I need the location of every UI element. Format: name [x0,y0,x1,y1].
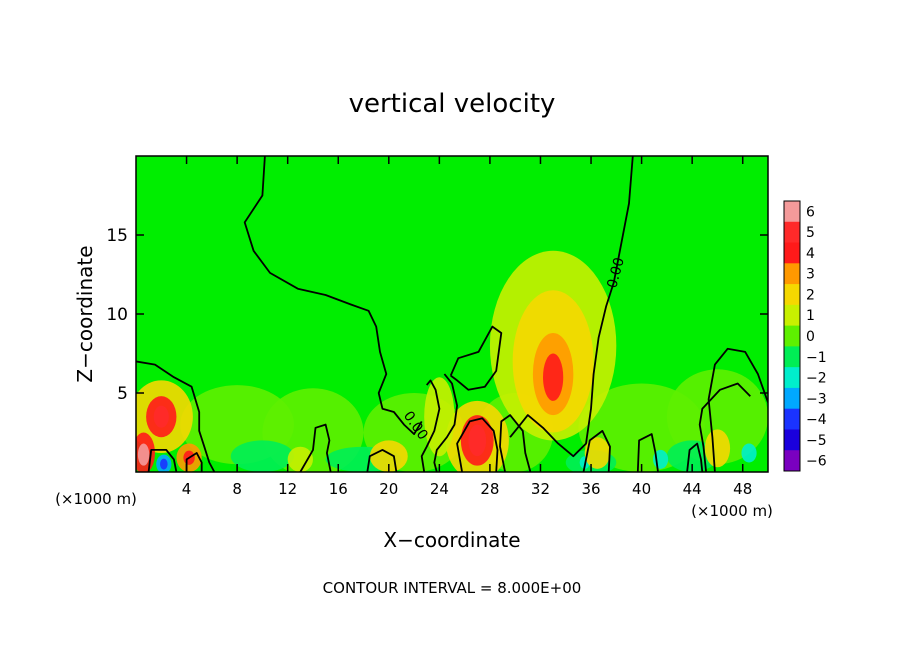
colorbar-label: −1 [806,350,827,366]
zero-contour [243,156,423,435]
x-axis-ticks: 4 8 12 16 20 24 28 32 36 40 44 48 [182,156,752,498]
field-blob [468,424,487,457]
field-blob [369,440,408,472]
colorbar-swatch [784,387,800,410]
x-unit-label-left: (×1000 m) [55,490,137,508]
x-tick-label: 12 [278,480,297,498]
zero-contour [698,382,751,472]
colorbar-swatch [784,284,800,306]
x-tick-label: 44 [683,480,702,498]
zero-contour [366,449,398,472]
colorbar-label: 3 [806,267,815,283]
colorbar-label: 5 [806,225,815,241]
field-blob [287,446,313,472]
colorbar-label: 4 [806,246,815,262]
x-tick-label: 24 [430,480,449,498]
y-tick-label: 15 [106,226,128,246]
zero-contour [433,373,458,472]
x-tick-label: 32 [531,480,550,498]
colorbar-swatch [784,429,800,451]
zero-contour [185,452,203,472]
colorbar-swatch [784,221,800,244]
colorbar-label: −5 [806,433,827,449]
x-tick-label: 48 [733,480,752,498]
colorbar-swatch [784,450,800,472]
colorbar-swatch [784,263,800,285]
zero-contour [499,414,532,472]
colorbar-label: 2 [806,287,815,303]
colorbar-label: 0 [806,329,815,345]
zero-contour [299,423,332,472]
x-tick-label: 4 [182,480,192,498]
x-tick-label: 28 [480,480,499,498]
colorbar-swatch [784,367,800,389]
colorbar-label: −4 [806,412,827,428]
colorbar-frame [783,200,801,472]
colorbar-swatch [784,346,800,368]
y-tick-label: 5 [117,384,128,404]
field-blob [584,437,610,469]
zero-contour [420,379,441,472]
zero-contour-lines [136,156,768,472]
field-blob [741,443,757,463]
x-tick-label: 8 [232,480,242,498]
zero-contour [147,449,178,472]
colorbar-label: 6 [806,204,815,220]
field-blob [153,405,169,428]
zero-contour [686,442,704,472]
field-blob [704,429,731,468]
zero-contour [636,433,659,472]
y-axis-ticks: 5 10 15 [106,226,768,404]
colorbar-swatch [784,201,800,223]
contour-interval-text: CONTOUR INTERVAL = 8.000E+00 [323,579,582,597]
contour-label-upper: 0.00 [604,256,628,290]
x-tick-label: 40 [632,480,651,498]
colorbar-swatch [784,408,800,430]
velocity-field [136,250,768,472]
field-blob [666,369,768,465]
colorbar-swatch [784,325,800,347]
field-blob [543,353,564,401]
field-blob [230,440,294,472]
zero-contour [509,156,634,458]
colorbar-label: 1 [806,308,815,324]
colorbar-label: −2 [806,371,827,387]
field-blob [137,443,150,466]
colorbar-label: −6 [806,454,827,470]
x-tick-label: 36 [581,480,600,498]
zero-contour [449,325,503,391]
x-tick-label: 20 [379,480,398,498]
zero-contour [582,430,611,472]
field-blob [160,458,168,470]
colorbar-swatch [784,304,800,327]
x-unit-label-right: (×1000 m) [691,502,773,520]
zero-contour [456,417,499,472]
x-axis-label: X−coordinate [383,528,520,552]
chart-title: vertical velocity [349,89,556,119]
colorbar-label: −3 [806,391,827,407]
y-tick-label: 10 [106,305,128,325]
x-tick-label: 16 [329,480,348,498]
colorbar-swatch [784,242,800,264]
zero-contour [136,360,216,472]
zero-contour [707,347,768,472]
y-axis-label: Z−coordinate [73,245,97,382]
colorbar: 6 5 4 3 2 1 0 −1 −2 −3 −4 −5 −6 [783,200,827,472]
